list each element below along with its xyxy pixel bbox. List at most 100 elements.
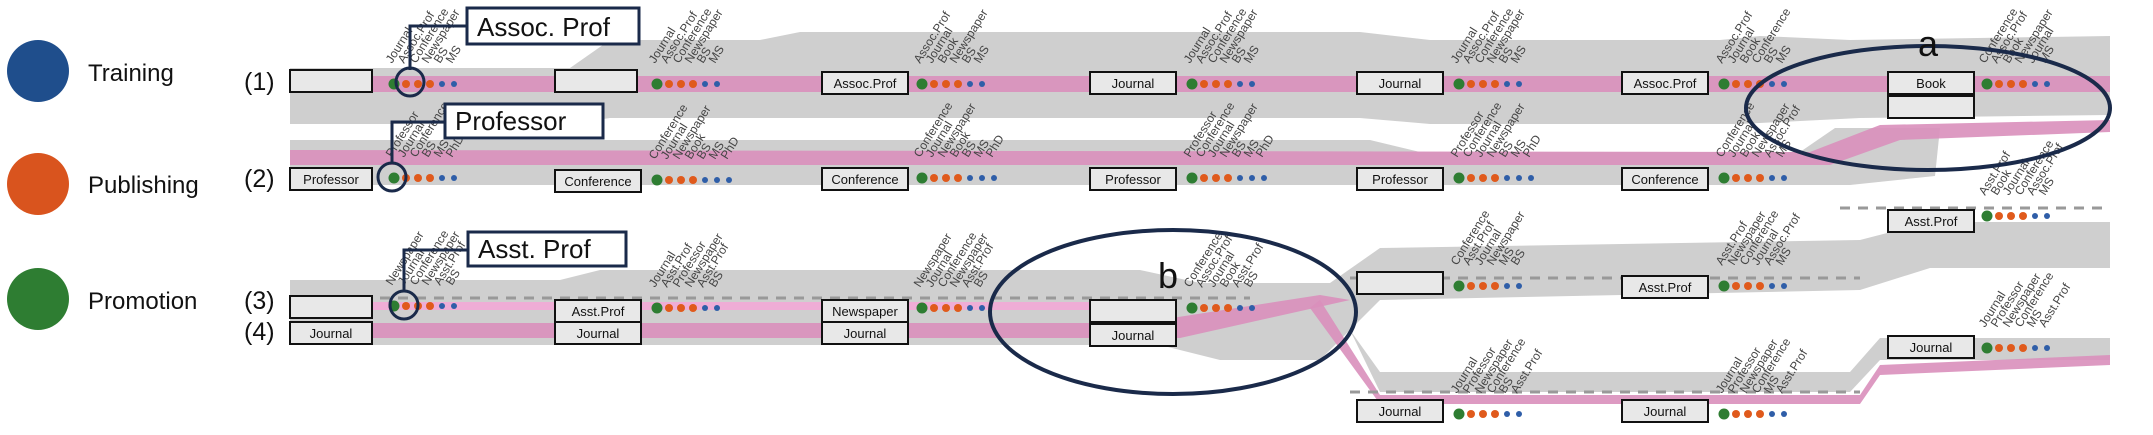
r1-box-assocprof-1-rect	[821, 71, 909, 95]
t22-dot-4	[1769, 411, 1775, 417]
t11-dot-1	[1200, 174, 1208, 182]
branch-box-asstprof-mid: Asst.Prof	[1639, 280, 1692, 295]
t14-dot-3	[2019, 212, 2027, 220]
t2-dot-0	[651, 78, 663, 90]
t9-dot-5	[714, 177, 720, 183]
t2-dot-2	[677, 80, 685, 88]
callout-asst-prof-box	[466, 230, 628, 268]
t13-dot-3	[1756, 174, 1764, 182]
t1-dot-3	[426, 80, 434, 88]
t5-dot-0	[1453, 78, 1465, 90]
t8-dot-4	[439, 175, 445, 181]
r2-box-conference-3-rect	[1621, 167, 1709, 191]
r4-box-journal-3-rect	[821, 321, 909, 345]
t3-dot-2	[942, 80, 950, 88]
t22-dot-1	[1732, 410, 1740, 418]
t16-dot-0	[651, 302, 663, 314]
callout-asst-prof-leader	[402, 248, 468, 292]
t11-dot-6	[1261, 175, 1267, 181]
r1-box-book: Book	[1916, 76, 1946, 91]
t17-dot-1	[930, 304, 938, 312]
t8-dot-5	[451, 175, 457, 181]
branch-box-asstprof-top: Asst.Prof	[1905, 214, 1958, 229]
r1-box-journal-1: Journal	[1112, 76, 1155, 91]
t13-dot-4	[1769, 175, 1775, 181]
callout-asst-ring	[388, 289, 420, 321]
r1-box-2-rect	[554, 69, 638, 93]
t21-dot-0	[1453, 408, 1465, 420]
t19-dot-2	[1479, 282, 1487, 290]
branch-box-journal-low-1: Journal	[1379, 404, 1422, 419]
t13-dot-2	[1744, 174, 1752, 182]
t14-dot-1	[1995, 212, 2003, 220]
t20-dot-1	[1732, 282, 1740, 290]
promotion-dot	[7, 268, 69, 330]
training-dot	[7, 40, 69, 102]
t22-dot-0	[1718, 408, 1730, 420]
callout-professor: Professor	[455, 106, 567, 136]
t18-dot-2	[1212, 304, 1220, 312]
t22-dot-3	[1756, 410, 1764, 418]
t23-dot-5	[2044, 345, 2050, 351]
t18-dot-1	[1200, 304, 1208, 312]
t5-dot-1	[1467, 80, 1475, 88]
r2-box-conference-2-rect	[821, 167, 909, 191]
branch-box-journal-low-1-rect	[1356, 399, 1444, 423]
t7-dot-4	[2032, 81, 2038, 87]
t5-dot-5	[1516, 81, 1522, 87]
t22-dot-2	[1744, 410, 1752, 418]
t10-dot-4	[967, 175, 973, 181]
r1-box-start-rect	[289, 69, 373, 93]
branch-box-mid-empty-rect	[1356, 271, 1444, 295]
t11-dot-3	[1224, 174, 1232, 182]
r2-box-professor-2: Professor	[1105, 172, 1161, 187]
r4-box-journal-4: Journal	[1112, 328, 1155, 343]
r2-box-conference-1-rect	[554, 169, 642, 193]
t18-dot-4	[1237, 305, 1243, 311]
t21-dot-5	[1516, 411, 1522, 417]
t6-dot-5	[1781, 81, 1787, 87]
r4-box-journal-2-rect	[554, 321, 642, 345]
t6-dot-0	[1718, 78, 1730, 90]
t1-dot-1	[402, 80, 410, 88]
t16-dot-1	[665, 304, 673, 312]
r3-box-newspaper: Newspaper	[832, 304, 898, 319]
t12-dot-4	[1504, 175, 1510, 181]
r4-box-journal-1-rect	[289, 321, 373, 345]
t14-dot-2	[2007, 212, 2015, 220]
callout-assoc-ring	[394, 66, 426, 98]
t16-dot-2	[677, 304, 685, 312]
t1-dot-2	[414, 80, 422, 88]
t1-tick-5: MS	[443, 43, 464, 66]
t19-dot-5	[1516, 283, 1522, 289]
callout-assoc-prof: Assoc. Prof	[477, 12, 611, 42]
r1-box-journal-2-rect	[1356, 71, 1444, 95]
r4-box-journal-4-rect	[1089, 323, 1177, 347]
t12-dot-0	[1453, 172, 1465, 184]
r2-box-conference-1: Conference	[564, 174, 631, 189]
branch-box-asstprof-top-rect	[1887, 209, 1975, 233]
t13-dot-1	[1732, 174, 1740, 182]
legend-training-label: Training	[88, 60, 174, 87]
t12-dot-2	[1479, 174, 1487, 182]
highlight-a-ellipse	[1744, 44, 2112, 172]
r3-box-asstprof: Asst.Prof	[572, 304, 625, 319]
t14-dot-4	[2032, 213, 2038, 219]
t23-dot-3	[2019, 344, 2027, 352]
t13-dot-0	[1718, 172, 1730, 184]
branch-box-journal-right-rect	[1887, 335, 1975, 359]
t3-dot-3	[954, 80, 962, 88]
r4-box-journal-1: Journal	[310, 326, 353, 341]
row-label-3: (3)	[244, 287, 275, 315]
t22-dot-5	[1781, 411, 1787, 417]
t10-dot-3	[954, 174, 962, 182]
t7-dot-0	[1981, 78, 1993, 90]
t7-dot-5	[2044, 81, 2050, 87]
t18-dot-5	[1249, 305, 1255, 311]
t7-dot-1	[1995, 80, 2003, 88]
t21-dot-2	[1479, 410, 1487, 418]
t3-dot-1	[930, 80, 938, 88]
t8-dot-2	[414, 174, 422, 182]
t6-dot-4	[1769, 81, 1775, 87]
